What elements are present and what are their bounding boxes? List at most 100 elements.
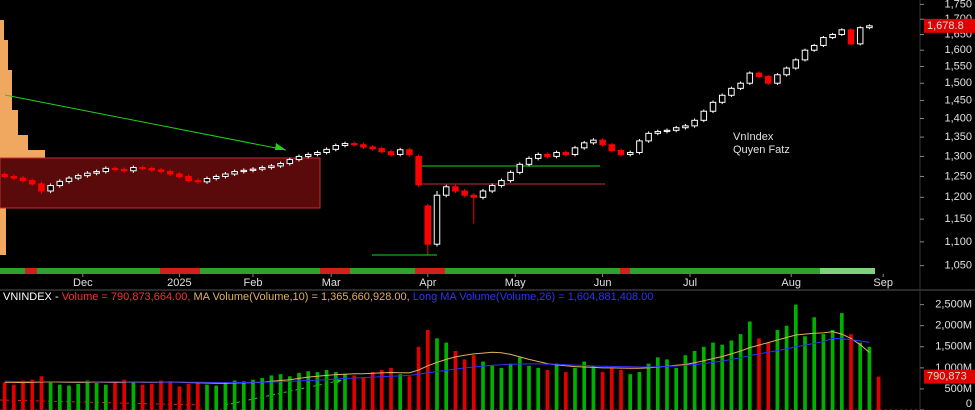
- candle-body: [19, 177, 27, 182]
- volume-bar: [527, 365, 531, 410]
- candle-body: [856, 27, 864, 45]
- volume-bar: [398, 374, 403, 410]
- volume-bar: [711, 342, 715, 410]
- annotation: VnIndex: [733, 131, 774, 143]
- candle-body: [93, 171, 100, 174]
- volume-bar: [379, 369, 384, 410]
- y-tick-label: 1,350: [944, 131, 972, 143]
- volume-bar: [481, 361, 485, 410]
- volume-bar: [159, 380, 163, 410]
- candle-body: [544, 153, 551, 157]
- candle-body: [737, 82, 744, 89]
- volume-bar: [389, 367, 393, 410]
- candle-body: [580, 142, 588, 149]
- candle-body: [387, 151, 395, 155]
- candle-body: [452, 186, 459, 192]
- candle-body: [709, 101, 717, 112]
- volume-bar: [867, 346, 872, 410]
- candle-body: [810, 44, 818, 51]
- candle-body: [212, 175, 220, 180]
- y-tick-label: 2,500M: [935, 299, 972, 311]
- volume-bar: [352, 375, 357, 410]
- candle-body: [654, 130, 662, 134]
- candle-body: [682, 125, 689, 129]
- candle-body: [847, 29, 855, 45]
- header-segment: Volume = 790,873,664.00,: [62, 291, 194, 303]
- candle-body: [360, 144, 367, 148]
- candle-body: [764, 75, 772, 84]
- candle-body: [774, 74, 781, 84]
- volume-bar: [674, 367, 679, 410]
- candle-body: [120, 169, 128, 172]
- candle-body: [488, 185, 496, 192]
- candle-body: [461, 190, 468, 196]
- last-volume-box: [924, 369, 975, 384]
- volume-bar: [214, 385, 219, 410]
- candle-body: [102, 167, 110, 173]
- candle-body: [525, 157, 533, 165]
- volume-bar: [241, 381, 246, 410]
- candle-body: [718, 94, 726, 103]
- volume-bar: [490, 365, 495, 410]
- candle-body: [534, 153, 542, 159]
- volume-bar: [453, 351, 458, 410]
- x-tick-label: Jul: [683, 277, 697, 289]
- candle-body: [268, 165, 275, 169]
- volume-bar: [637, 372, 642, 410]
- volume-bar: [370, 372, 375, 410]
- candle-body: [820, 37, 827, 46]
- candle-body: [139, 167, 146, 170]
- header-segment: Long MA Volume(Volume,26) = 1,604,881,40…: [413, 291, 654, 303]
- volume-bar: [462, 359, 467, 410]
- volume-bar: [223, 383, 228, 410]
- candle-body: [498, 180, 505, 187]
- y-tick-label: 0: [966, 398, 972, 410]
- candle-body: [10, 175, 18, 179]
- volume-bar: [747, 321, 752, 410]
- candle-body: [838, 29, 846, 35]
- volume-bar: [554, 363, 559, 410]
- candle-body: [38, 183, 45, 192]
- volume-bar: [186, 383, 191, 410]
- volume-bar: [757, 338, 761, 410]
- candle-body: [792, 59, 800, 69]
- candle-body: [148, 167, 156, 171]
- y-tick-label: 1,550: [944, 60, 972, 72]
- candle-body: [636, 140, 643, 153]
- x-tick-label: Dec: [73, 277, 93, 289]
- candle-body: [829, 33, 836, 39]
- volume-bar: [600, 372, 605, 410]
- y-tick-label: 1,250: [944, 170, 972, 182]
- candle-body: [746, 72, 754, 84]
- trend-line: [4, 94, 287, 151]
- volume-bar: [499, 367, 504, 410]
- volume-bar: [619, 369, 623, 410]
- candle-body: [562, 151, 570, 155]
- candle-body: [507, 171, 514, 182]
- candle-body: [433, 194, 441, 245]
- candle-body: [341, 143, 349, 147]
- volume-bar: [738, 334, 743, 410]
- volume-bar: [839, 313, 844, 410]
- volume-bar: [287, 376, 292, 410]
- y-tick-label: 1,100: [944, 236, 972, 248]
- volume-bar: [343, 373, 347, 410]
- candle-body: [74, 175, 82, 179]
- candle-body: [700, 110, 708, 121]
- annotation: Quyen Fatz: [733, 144, 790, 156]
- volume-bar: [665, 359, 669, 410]
- volume-bar: [195, 382, 200, 410]
- candle-body: [645, 132, 652, 142]
- candle-body: [176, 173, 183, 177]
- y-tick-label: 2,000M: [935, 320, 972, 332]
- y-tick-label: 1,150: [944, 213, 972, 225]
- volume-bar: [48, 382, 53, 410]
- candle-body: [203, 178, 211, 183]
- volume-bar: [333, 372, 338, 410]
- candle-body: [111, 167, 119, 171]
- x-tick-label: Apr: [419, 277, 436, 289]
- y-tick-label: 1,500: [944, 77, 972, 89]
- volume-bar: [821, 334, 826, 410]
- y-tick-label: 1,400: [944, 112, 972, 124]
